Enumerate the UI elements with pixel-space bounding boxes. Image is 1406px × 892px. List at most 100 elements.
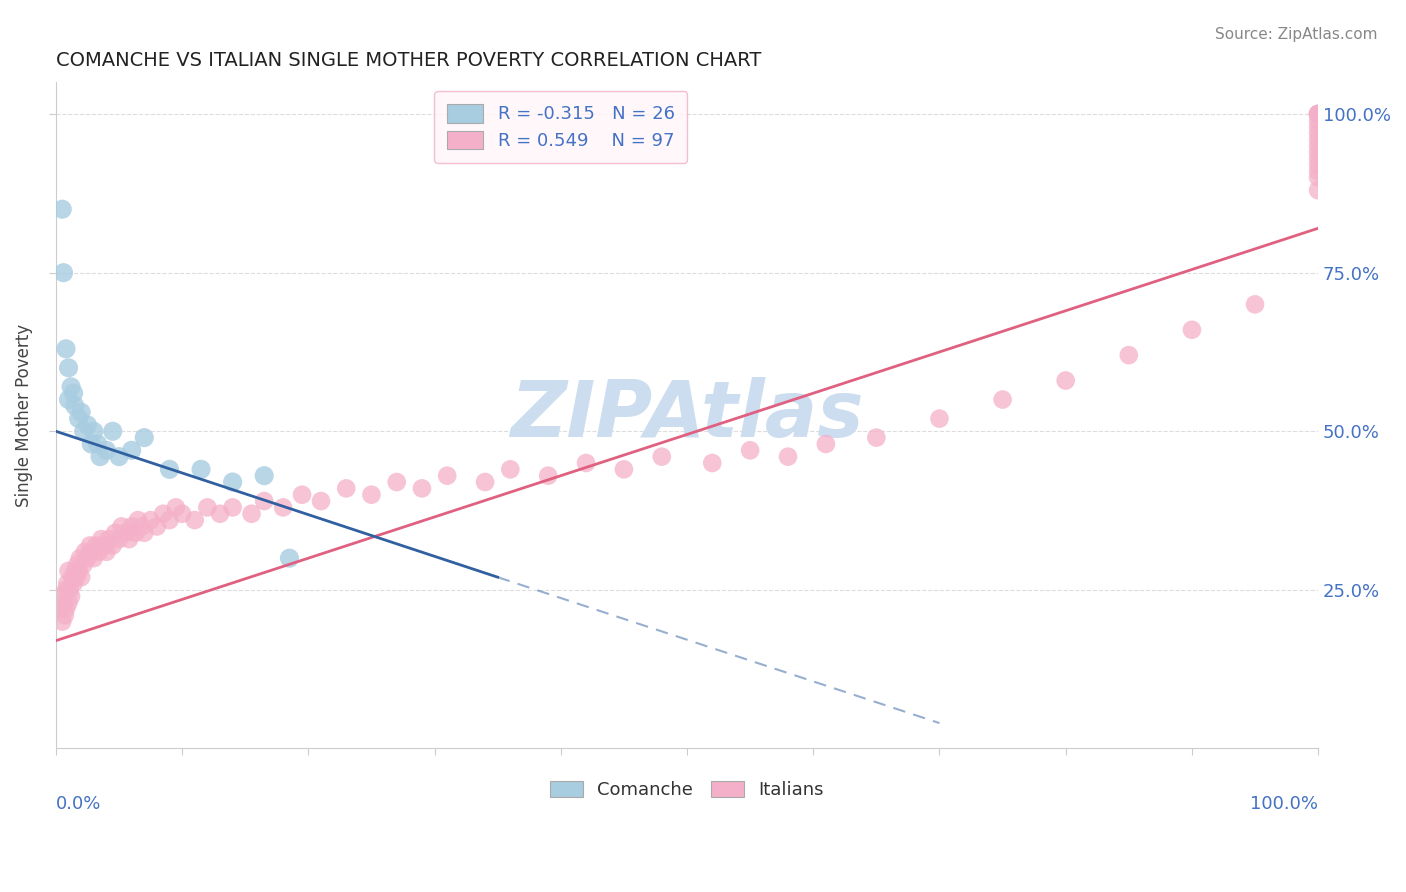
Point: [83, 424, 105, 438]
Point: [55, 342, 77, 356]
Point: [1308, 145, 1330, 160]
Text: ZIPAtlas: ZIPAtlas: [510, 377, 863, 453]
Point: [411, 482, 433, 496]
Point: [84, 539, 107, 553]
Text: 0.0%: 0.0%: [56, 795, 101, 814]
Point: [1118, 348, 1140, 362]
Point: [1308, 138, 1330, 153]
Point: [1308, 107, 1330, 121]
Point: [90, 532, 112, 546]
Point: [1181, 323, 1204, 337]
Point: [73, 424, 96, 438]
Point: [97, 532, 120, 546]
Point: [991, 392, 1014, 407]
Legend: Comanche, Italians: Comanche, Italians: [543, 773, 831, 806]
Point: [63, 564, 86, 578]
Point: [62, 576, 84, 591]
Point: [928, 411, 950, 425]
Point: [146, 519, 169, 533]
Point: [76, 417, 98, 432]
Point: [53, 608, 76, 623]
Point: [121, 443, 143, 458]
Point: [70, 570, 93, 584]
Point: [1308, 107, 1330, 121]
Point: [80, 437, 103, 451]
Point: [499, 462, 522, 476]
Point: [56, 576, 79, 591]
Point: [121, 519, 143, 533]
Point: [190, 462, 212, 476]
Point: [1054, 374, 1077, 388]
Point: [1244, 297, 1267, 311]
Point: [101, 539, 124, 553]
Point: [575, 456, 598, 470]
Point: [814, 437, 837, 451]
Point: [96, 545, 118, 559]
Point: [740, 443, 762, 458]
Point: [172, 507, 194, 521]
Point: [118, 532, 141, 546]
Point: [114, 525, 136, 540]
Point: [1308, 152, 1330, 166]
Point: [60, 380, 83, 394]
Point: [60, 589, 83, 603]
Point: [240, 507, 263, 521]
Point: [159, 513, 181, 527]
Point: [63, 399, 86, 413]
Point: [80, 545, 103, 559]
Point: [70, 405, 93, 419]
Point: [51, 615, 73, 629]
Point: [52, 266, 75, 280]
Point: [1308, 107, 1330, 121]
Point: [60, 570, 83, 584]
Point: [208, 507, 231, 521]
Point: [51, 202, 73, 217]
Point: [93, 539, 115, 553]
Point: [110, 519, 132, 533]
Point: [360, 488, 382, 502]
Point: [195, 500, 218, 515]
Point: [1308, 107, 1330, 121]
Point: [101, 424, 124, 438]
Point: [58, 360, 80, 375]
Text: COMANCHE VS ITALIAN SINGLE MOTHER POVERTY CORRELATION CHART: COMANCHE VS ITALIAN SINGLE MOTHER POVERT…: [56, 51, 761, 70]
Point: [221, 475, 243, 489]
Point: [58, 564, 80, 578]
Point: [83, 551, 105, 566]
Point: [62, 386, 84, 401]
Point: [385, 475, 408, 489]
Point: [55, 602, 77, 616]
Point: [436, 468, 458, 483]
Point: [651, 450, 673, 464]
Point: [67, 564, 90, 578]
Point: [221, 500, 243, 515]
Point: [79, 539, 101, 553]
Point: [291, 488, 314, 502]
Point: [104, 525, 127, 540]
Point: [73, 545, 96, 559]
Point: [58, 392, 80, 407]
Point: [253, 468, 276, 483]
Point: [86, 437, 108, 451]
Point: [67, 411, 90, 425]
Point: [1308, 126, 1330, 140]
Point: [58, 596, 80, 610]
Point: [55, 582, 77, 597]
Point: [87, 545, 110, 559]
Point: [49, 589, 72, 603]
Y-axis label: Single Mother Poverty: Single Mother Poverty: [15, 324, 32, 507]
Point: [184, 513, 207, 527]
Point: [69, 551, 91, 566]
Point: [52, 596, 75, 610]
Point: [1308, 107, 1330, 121]
Point: [1308, 132, 1330, 146]
Point: [1308, 113, 1330, 128]
Point: [1308, 158, 1330, 172]
Point: [474, 475, 496, 489]
Point: [1308, 120, 1330, 134]
Point: [309, 494, 332, 508]
Point: [702, 456, 724, 470]
Point: [76, 551, 98, 566]
Point: [96, 443, 118, 458]
Point: [865, 431, 887, 445]
